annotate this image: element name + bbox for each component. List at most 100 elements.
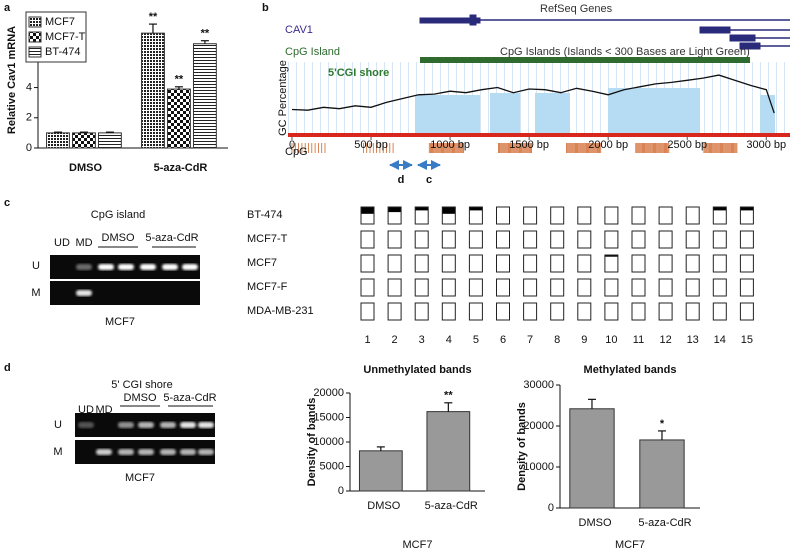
y-tick-label: 15000: [313, 411, 344, 423]
row-label: M: [31, 287, 40, 299]
shade: [415, 95, 480, 133]
significance: **: [201, 28, 210, 40]
site-box: [550, 206, 565, 225]
column-label: 15: [741, 334, 753, 346]
site-box: [414, 206, 429, 225]
y-tick-label: 0: [26, 142, 32, 154]
methylation-fill: [388, 207, 402, 213]
y-axis-label: Density of bands: [516, 402, 528, 491]
site-box: [496, 278, 510, 297]
site-box: [360, 302, 375, 321]
y-tick-label: 4: [26, 81, 32, 93]
site-box: [550, 278, 565, 297]
site-box: [712, 302, 727, 321]
methylation-fill: [713, 207, 727, 211]
column-label: 9: [581, 334, 587, 346]
methylation-fill: [469, 207, 483, 211]
site-box: [685, 278, 700, 297]
row-label: BT-474: [247, 209, 282, 221]
significance: **: [149, 11, 158, 23]
site-box: [685, 254, 700, 273]
site-box: [496, 302, 510, 321]
site-box: [360, 254, 375, 273]
site-box: [441, 302, 456, 321]
site-box: [631, 206, 646, 225]
bar: [167, 88, 191, 149]
gel-band: [182, 264, 198, 270]
site-box: [577, 206, 592, 225]
column-label: 4: [446, 334, 452, 346]
significance: **: [444, 390, 453, 402]
site-box: [414, 278, 429, 297]
cpg-label: CpG: [285, 146, 308, 158]
site-box: [550, 302, 565, 321]
site-box: [387, 230, 402, 249]
site-box: [360, 206, 375, 225]
site-box: [468, 278, 483, 297]
gel-band: [160, 422, 176, 428]
primer-label: c: [426, 174, 432, 186]
gel-band: [76, 290, 92, 296]
methylation-fill: [740, 207, 754, 211]
site-box: [685, 230, 700, 249]
site-box: [468, 206, 483, 225]
site-box: [414, 254, 429, 273]
site-box: [387, 254, 402, 273]
gel-band: [140, 264, 156, 270]
site-box: [441, 206, 456, 225]
methylation-fill: [361, 207, 374, 214]
legend-label: BT-474: [45, 46, 80, 58]
column-label: 2: [392, 334, 398, 346]
lane-label: UD: [78, 404, 94, 416]
site-box: [604, 254, 619, 273]
y-axis-label: GC Percentage: [277, 60, 289, 136]
site-box: [577, 254, 592, 273]
site-box: [468, 302, 483, 321]
x-tick-label: 5-aza-CdR: [425, 500, 478, 512]
site-box: [739, 254, 754, 273]
site-box: [550, 254, 565, 273]
x-axis-label: MCF7: [403, 539, 433, 551]
site-box: [414, 230, 429, 249]
site-box: [604, 278, 619, 297]
site-box: [468, 254, 483, 273]
shade: [760, 95, 775, 133]
group-label: DMSO: [102, 232, 135, 244]
x-tick-label: 0: [289, 139, 295, 151]
x-tick-label: DMSO: [367, 500, 400, 512]
site-box: [604, 230, 619, 249]
bar: [72, 132, 96, 149]
shade: [535, 93, 570, 133]
x-tick-label: 5-aza-CdR: [638, 517, 691, 529]
site-box: [604, 302, 619, 321]
gel-band: [180, 449, 196, 455]
site-box: [631, 254, 646, 273]
bar: [426, 411, 471, 492]
gel-band: [76, 264, 92, 270]
chart-title: Unmethylated bands: [363, 364, 471, 376]
gel-band: [96, 449, 112, 455]
site-box: [360, 278, 375, 297]
column-label: 12: [659, 334, 671, 346]
y-axis-label: Density of bands: [306, 398, 318, 487]
column-label: 3: [419, 334, 425, 346]
gel-band: [180, 422, 196, 428]
y-tick-label: 10000: [523, 461, 554, 473]
group-label: 5-aza-CdR: [145, 232, 198, 244]
legend-swatch: [28, 31, 42, 43]
site-box: [604, 206, 619, 225]
cpg-ticks: [291, 143, 738, 153]
site-box: [387, 302, 402, 321]
site-box: [523, 206, 538, 225]
group-label: DMSO: [124, 392, 157, 404]
site-box: [631, 302, 646, 321]
gel-caption: MCF7: [125, 472, 155, 484]
y-axis-label: Relative Cav1 mRNA: [6, 26, 18, 134]
gel-band: [138, 449, 154, 455]
site-box: [658, 206, 673, 225]
site-box: [739, 206, 754, 225]
legend-swatch: [28, 46, 42, 58]
site-box: [712, 230, 727, 249]
site-box: [631, 230, 646, 249]
gel-band: [118, 422, 134, 428]
